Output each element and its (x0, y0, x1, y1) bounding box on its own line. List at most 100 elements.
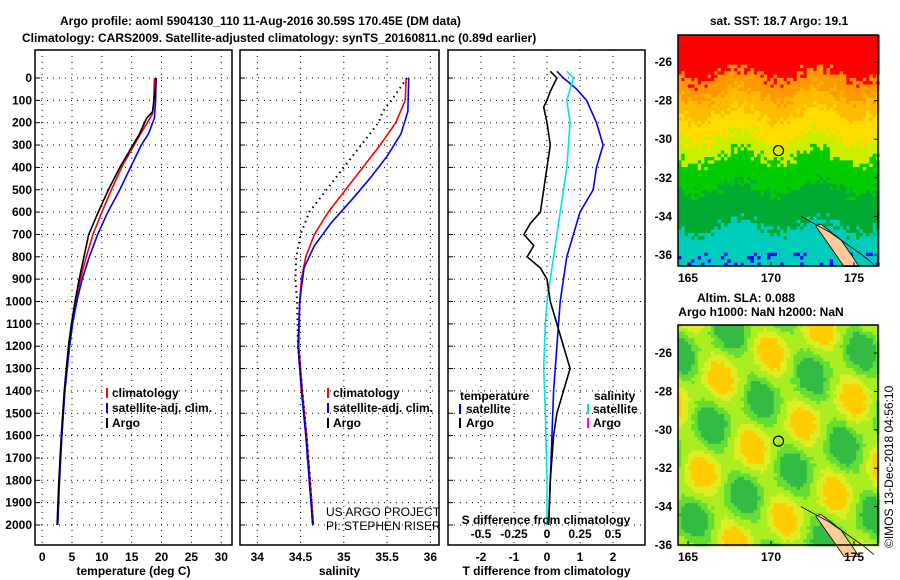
map-pixel (691, 81, 695, 85)
map-pixel (694, 130, 699, 135)
map-pixel (740, 213, 745, 217)
map-pixel (740, 190, 745, 194)
lon-tick-label: 175 (844, 271, 864, 285)
map-pixel (763, 334, 768, 339)
map-pixel (810, 94, 814, 99)
map-pixel (694, 226, 699, 231)
map-pixel (687, 110, 692, 115)
map-pixel (711, 173, 715, 178)
map-pixel (786, 196, 791, 201)
map-pixel (720, 259, 725, 264)
map-pixel (678, 239, 682, 244)
map-pixel (773, 91, 778, 95)
map-pixel (704, 328, 709, 332)
map-pixel (681, 71, 685, 75)
map-pixel (810, 38, 814, 42)
map-pixel (753, 38, 758, 42)
map-pixel (790, 41, 794, 46)
map-pixel (777, 331, 781, 336)
map-pixel (750, 38, 755, 42)
map-pixel (707, 110, 712, 115)
map-pixel (810, 167, 814, 171)
map-pixel (724, 44, 728, 49)
map-pixel (740, 104, 745, 108)
map-pixel (730, 137, 735, 141)
map-pixel (810, 54, 814, 59)
map-pixel (753, 124, 758, 128)
map-pixel (836, 84, 841, 89)
map-pixel (773, 147, 778, 151)
map-pixel (800, 196, 804, 201)
map-pixel (806, 338, 811, 342)
map-pixel (740, 84, 745, 89)
map-pixel (856, 61, 860, 66)
map-pixel (823, 213, 827, 217)
map-pixel (747, 163, 751, 168)
map-pixel (869, 61, 874, 66)
map-pixel (767, 183, 771, 188)
map-pixel (720, 114, 725, 118)
map-pixel (786, 216, 791, 221)
map-pixel (866, 219, 870, 224)
map-pixel (730, 223, 735, 227)
map-pixel (783, 259, 788, 264)
map-pixel (793, 331, 798, 336)
map-pixel (727, 104, 732, 108)
map-pixel (773, 252, 778, 257)
map-pixel (800, 180, 804, 184)
map-pixel (747, 242, 751, 247)
map-pixel (720, 84, 725, 89)
map-pixel (740, 252, 745, 257)
map-pixel (744, 147, 748, 151)
map-pixel (770, 38, 775, 42)
map-pixel (810, 81, 814, 85)
map-pixel (678, 249, 682, 254)
map-pixel (717, 157, 722, 161)
map-pixel (773, 213, 778, 217)
map-pixel (777, 262, 781, 267)
map-pixel (843, 124, 847, 128)
map-pixel (763, 44, 768, 49)
map-pixel (783, 51, 788, 56)
map-pixel (707, 143, 712, 148)
map-pixel (800, 54, 804, 59)
map-pixel (852, 249, 857, 254)
map-pixel (681, 209, 685, 214)
map-pixel (852, 150, 857, 155)
map-pixel (691, 91, 695, 95)
map-pixel (823, 252, 827, 257)
map-pixel (866, 259, 870, 264)
map-pixel (724, 127, 728, 132)
map-pixel (707, 68, 712, 72)
map-pixel (744, 219, 748, 224)
map-pixel (750, 143, 755, 148)
map-pixel (813, 107, 817, 112)
map-pixel (839, 216, 844, 221)
map-pixel (780, 328, 784, 332)
map-pixel (720, 163, 725, 168)
map-pixel (747, 54, 751, 59)
map-pixel (813, 183, 817, 188)
map-pixel (744, 77, 748, 82)
map-pixel (780, 252, 784, 257)
map-pixel (773, 348, 778, 352)
map-pixel (869, 120, 874, 125)
map-pixel (684, 48, 689, 52)
map-pixel (724, 183, 728, 188)
map-pixel (681, 186, 685, 191)
map-pixel (803, 236, 808, 240)
map-pixel (697, 61, 702, 66)
map-pixel (843, 117, 847, 122)
map-pixel (704, 262, 709, 267)
map-pixel (753, 249, 758, 254)
map-pixel (724, 74, 728, 79)
map-pixel (747, 68, 751, 72)
map-pixel (843, 170, 847, 174)
map-pixel (790, 249, 794, 254)
map-pixel (833, 262, 837, 267)
map-pixel (846, 87, 850, 92)
map-pixel (760, 193, 765, 198)
map-pixel (687, 229, 692, 234)
map-pixel (757, 84, 761, 89)
map-pixel (800, 219, 804, 224)
